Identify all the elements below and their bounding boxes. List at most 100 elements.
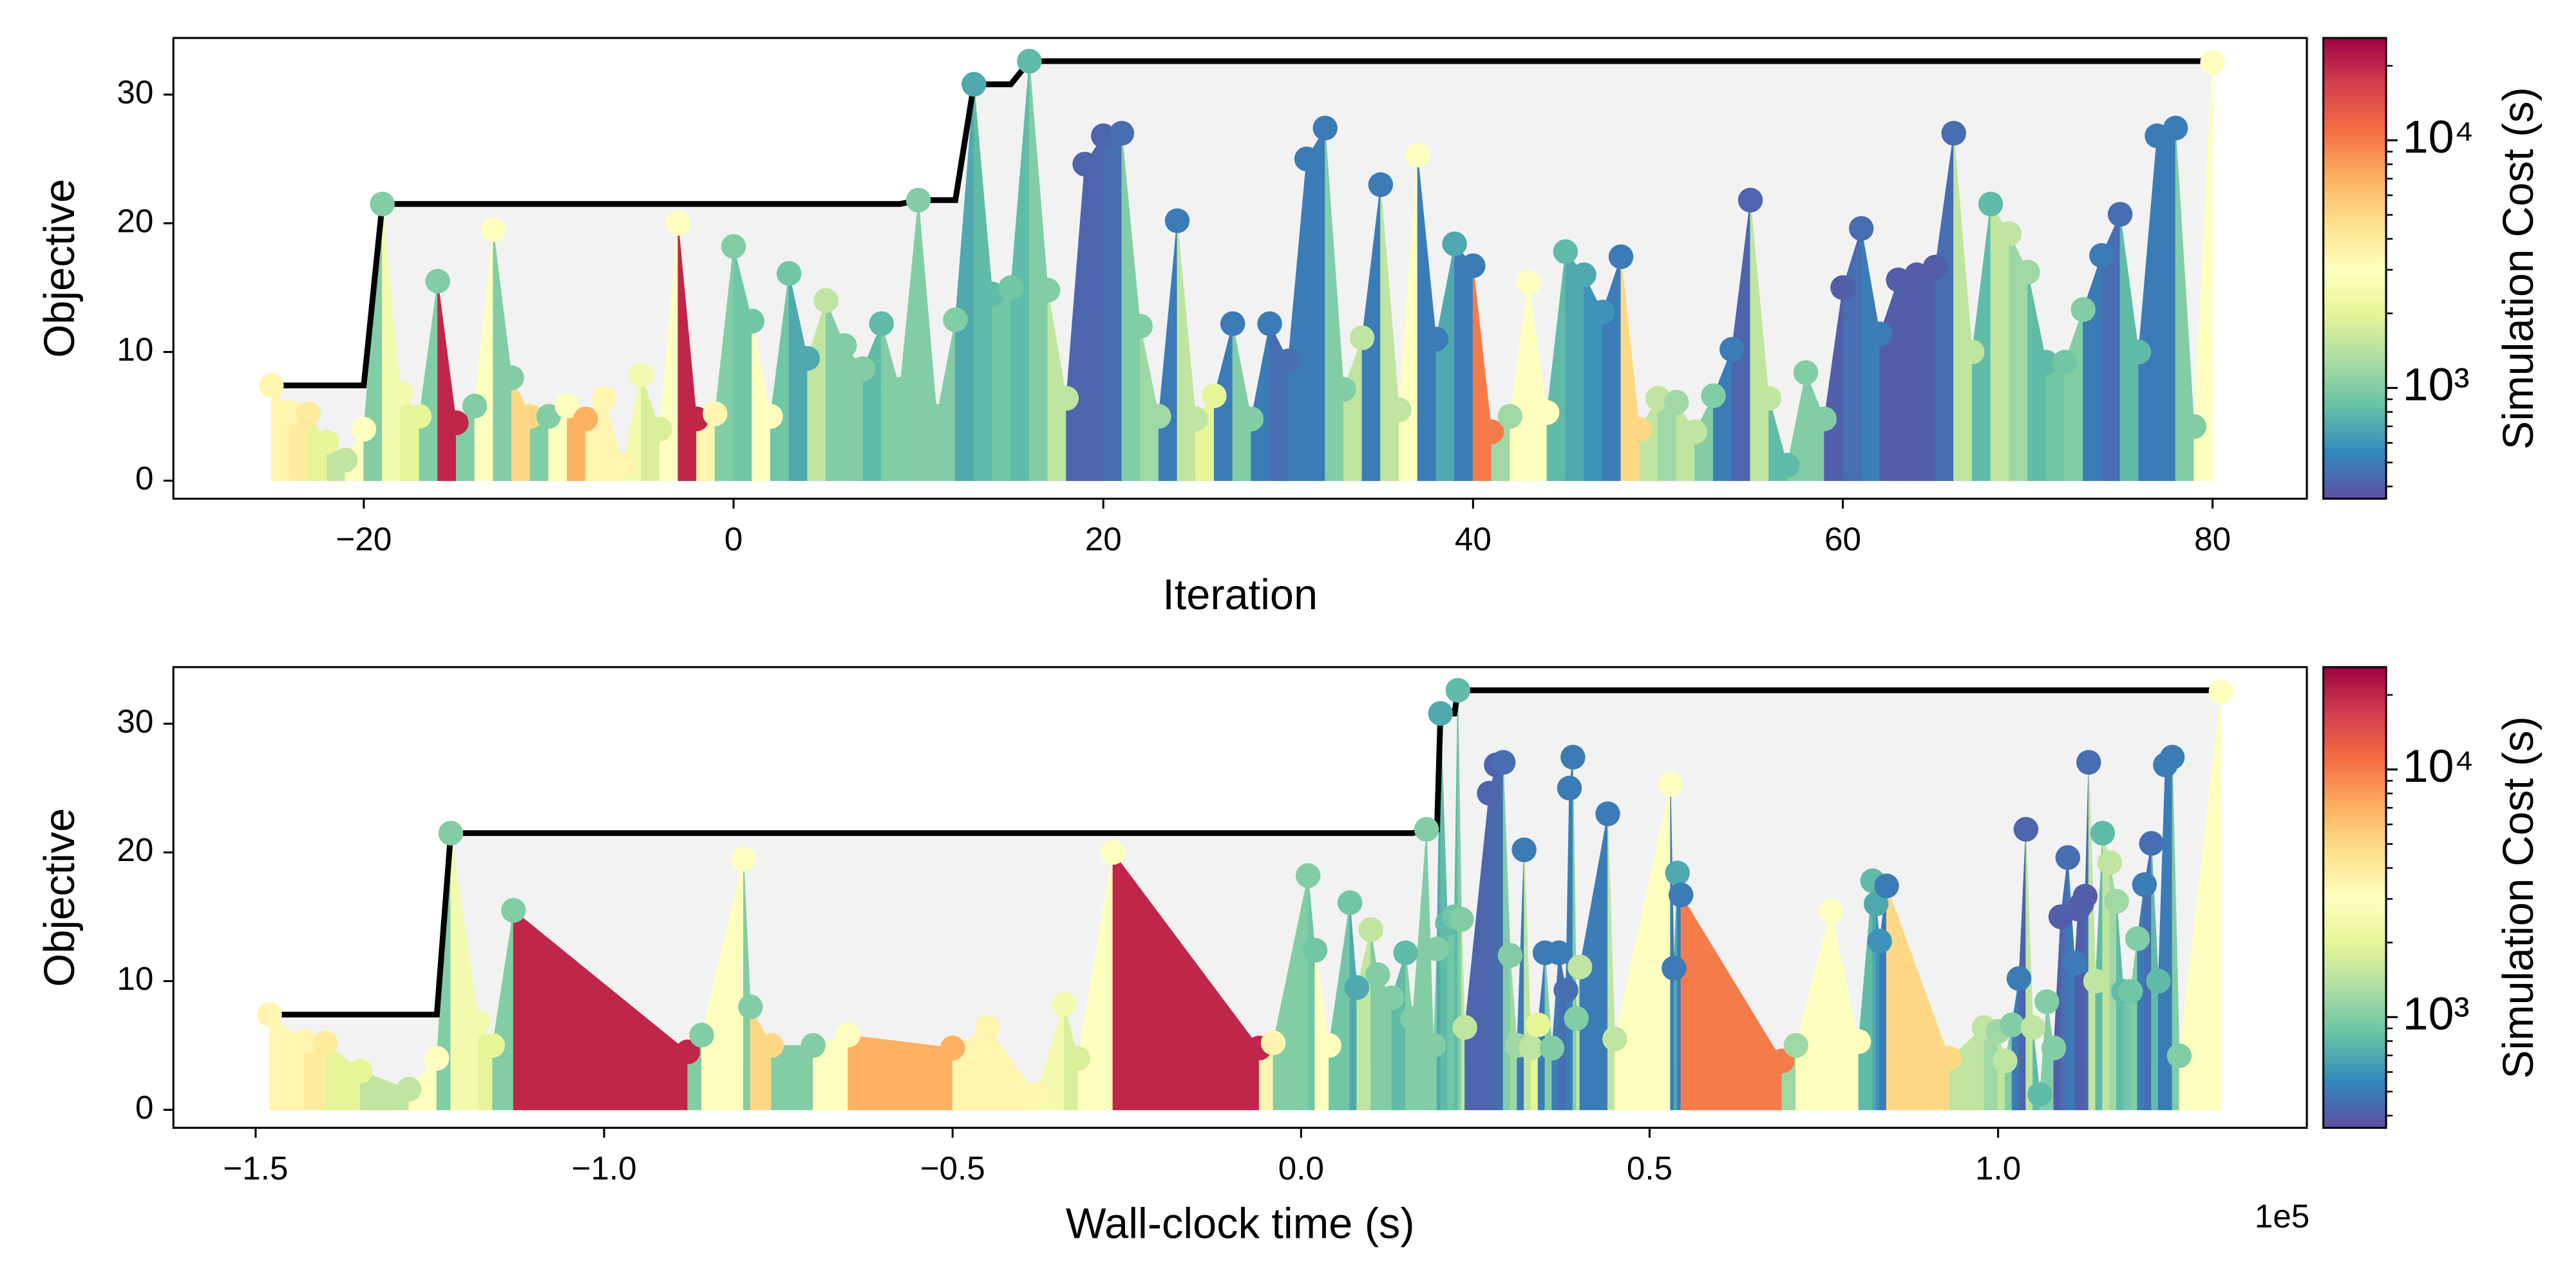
point <box>554 393 580 419</box>
point <box>776 261 802 286</box>
point <box>1668 882 1694 907</box>
point <box>1276 348 1301 374</box>
point <box>1312 115 1338 141</box>
point <box>1220 311 1245 336</box>
point <box>739 308 764 334</box>
point <box>1497 404 1522 429</box>
point <box>1602 1027 1627 1052</box>
cost-segment <box>2157 128 2176 481</box>
x-offset-label: 1e5 <box>2255 1198 2310 1235</box>
point <box>1316 1033 1341 1058</box>
point <box>2089 243 2114 268</box>
point <box>1449 907 1474 932</box>
point <box>905 187 931 213</box>
point <box>292 1029 317 1054</box>
point <box>480 1033 506 1058</box>
cost-segment <box>1898 274 1917 481</box>
point <box>703 401 728 426</box>
cost-segment <box>1454 243 1473 481</box>
x-tick-label: 0.0 <box>1278 1150 1324 1186</box>
point <box>835 1023 861 1048</box>
point <box>1812 406 1837 431</box>
point <box>348 1059 373 1084</box>
point <box>731 846 756 871</box>
point <box>1421 1033 1446 1058</box>
x-tick-label: −20 <box>336 521 392 558</box>
point <box>1344 975 1370 1000</box>
point <box>259 373 284 398</box>
cost-segment <box>1306 126 1326 481</box>
point <box>1428 701 1454 726</box>
point <box>257 1002 282 1027</box>
point <box>1425 936 1450 961</box>
point <box>1941 120 1966 146</box>
point <box>2006 966 2032 991</box>
point <box>1052 992 1077 1017</box>
x-tick-label: 80 <box>2194 521 2231 558</box>
point <box>424 1046 450 1071</box>
point <box>1497 943 1523 968</box>
point <box>296 401 321 426</box>
point <box>499 365 524 390</box>
point <box>1387 397 1412 422</box>
point <box>1368 172 1394 198</box>
point <box>1090 123 1116 149</box>
point <box>1302 938 1328 963</box>
y-tick-label: 0 <box>135 460 154 497</box>
cost-segment <box>2081 896 2086 1110</box>
point <box>1867 321 1893 346</box>
point <box>795 346 820 371</box>
point <box>1035 278 1061 303</box>
point <box>277 400 303 425</box>
point <box>1065 1046 1091 1071</box>
point <box>961 71 987 97</box>
point <box>2000 1012 2025 1037</box>
point <box>1701 383 1726 408</box>
cost-segment <box>1489 764 1497 1110</box>
point <box>1452 1015 1477 1040</box>
point <box>1358 917 1383 942</box>
point <box>665 211 691 236</box>
point <box>2020 1015 2045 1040</box>
point <box>1202 383 1227 408</box>
point <box>610 453 636 478</box>
point <box>2034 350 2059 375</box>
point <box>675 1039 701 1065</box>
point <box>444 410 469 435</box>
point <box>1534 400 1560 425</box>
cost-segment <box>1495 762 1504 1110</box>
point <box>1904 262 1929 287</box>
point <box>1567 954 1593 980</box>
point <box>480 217 506 242</box>
colorbar <box>2322 666 2387 1129</box>
cost-segment <box>1916 266 1936 481</box>
point <box>351 417 377 442</box>
point <box>1848 216 1874 241</box>
point <box>501 898 526 923</box>
y-tick-label: 20 <box>117 202 153 239</box>
point <box>438 820 464 846</box>
point <box>2052 350 2078 375</box>
point <box>2159 744 2185 770</box>
y-axis-label: Objective <box>36 808 84 987</box>
point <box>2181 414 2207 439</box>
point <box>314 430 339 455</box>
point <box>1922 254 1948 279</box>
colorbar-label: Simulation Cost (s) <box>2495 716 2543 1079</box>
point <box>2166 1043 2192 1068</box>
cost-segment <box>2123 990 2131 1110</box>
point <box>1960 339 1985 365</box>
cost-segment <box>992 287 1012 481</box>
point <box>1405 142 1430 168</box>
x-tick-label: 0 <box>724 521 743 558</box>
point <box>1553 978 1578 1003</box>
point <box>1996 221 2022 246</box>
point <box>573 406 598 431</box>
point <box>1477 781 1502 806</box>
point <box>1665 860 1690 886</box>
point <box>2200 50 2225 75</box>
point <box>1874 873 1899 898</box>
point <box>1937 1046 1962 1071</box>
point <box>406 404 432 429</box>
point <box>1295 863 1321 888</box>
